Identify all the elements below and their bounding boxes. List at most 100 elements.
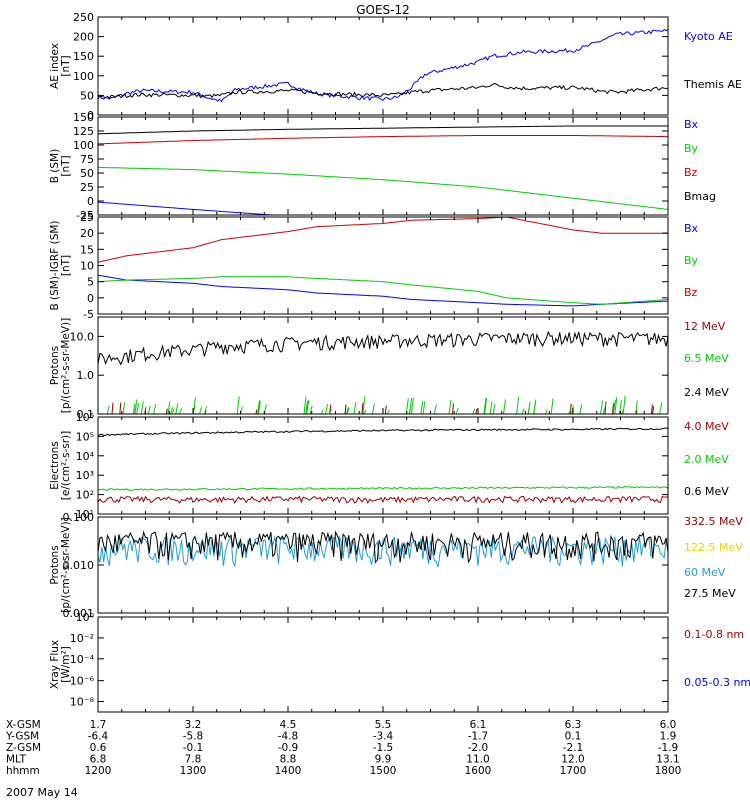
legend-27-5-mev: 27.5 MeV: [684, 587, 736, 600]
series-by: [98, 276, 668, 305]
footer-row-label: MLT: [6, 754, 26, 766]
ytick-label: 10⁻⁶: [70, 675, 95, 688]
panel-6-frame: [97, 516, 669, 614]
footer-value: 6.1: [470, 719, 487, 731]
footer-value: 6.8: [90, 754, 107, 766]
panel-5-frame: [97, 416, 669, 515]
ylabel-line-1: Electrons: [49, 441, 61, 490]
plot-title: GOES-12: [356, 3, 410, 17]
ylabel-line-2: [W/m²]: [60, 646, 72, 683]
footer-value: 1.7: [90, 719, 107, 731]
footer-value: -2.0: [468, 742, 489, 754]
ytick-label: 10.0: [70, 330, 95, 343]
ytick-label: 10²: [76, 489, 94, 502]
series-themis-ae: [98, 82, 668, 99]
ylabel-line-2: [e/(cm²-s-sr)]: [60, 431, 72, 500]
legend-bmag: Bmag: [684, 190, 716, 203]
legend-0-05-0-3-nm: 0.05-0.3 nm: [684, 676, 750, 689]
ytick-label: 0: [87, 109, 94, 122]
series-bmag: [98, 125, 668, 135]
footer-value: -1.5: [373, 742, 394, 754]
footer-value: 1200: [85, 765, 112, 777]
footer-value: -2.1: [563, 742, 584, 754]
ylabel-line-2: [nT]: [60, 55, 72, 76]
ytick-label: 250: [73, 11, 94, 24]
ylabel-line-1: B (SM): [49, 149, 61, 183]
ytick-label: 0: [87, 292, 94, 305]
footer-value: 7.8: [185, 754, 202, 766]
panel-1-series: [98, 28, 668, 103]
ytick-label: 0.100: [63, 511, 95, 524]
ytick-label: 10⁶: [76, 411, 95, 424]
ytick-label: 0.001: [63, 607, 95, 620]
ytick-label: 10: [80, 260, 94, 273]
date-label: 2007 May 14: [6, 786, 78, 799]
footer-value: -1.7: [468, 731, 489, 743]
legend-6-5-mev: 6.5 MeV: [684, 352, 729, 365]
panel-4-series: [98, 330, 668, 414]
ylabel-line-1: B (SM)-IGRF (SM): [49, 220, 61, 310]
panel-5: 4.0 MeV 2.0 MeV 0.6 MeV 10¹ 10² 10³ 10⁴ 10⁵ 10⁶ E…: [49, 411, 729, 521]
panel-6-series: [98, 530, 668, 568]
series-2-0-mev: [98, 485, 668, 491]
ytick-label: 50: [80, 167, 94, 180]
series-0-6-mev: [98, 427, 668, 437]
ylabel-line-2: [p/(cm²-s-sr-MeV)]: [60, 318, 72, 413]
footer-value: 1700: [560, 765, 587, 777]
legend-bx: Bx: [684, 118, 699, 131]
panel-1: Kyoto AE Themis AE 0 50 100 150 200 250 AE index…: [49, 11, 742, 122]
panel-2-series: [98, 125, 668, 215]
legend-themis-ae: Themis AE: [683, 78, 742, 91]
ytick-label: 150: [73, 50, 94, 63]
ytick-label: 10⁴: [76, 450, 95, 463]
footer-value: 1600: [465, 765, 492, 777]
series-2-4-mev: [98, 330, 668, 366]
ytick-label: 15: [80, 243, 94, 256]
footer-value: 1.9: [660, 731, 677, 743]
footer-value: 11.0: [466, 754, 489, 766]
panel-7-frame: [97, 616, 669, 713]
footer-value: 13.1: [656, 754, 679, 766]
legend-kyoto-ae: Kyoto AE: [684, 30, 733, 43]
ylabel-line-1: Protons: [49, 545, 61, 584]
ylabel-line-2: [p/(cm²-s-sr-MeV)]: [60, 517, 72, 612]
legend-2-0-mev: 2.0 MeV: [684, 453, 729, 466]
ytick-label: 10⁻⁴: [70, 653, 95, 666]
footer-value: 0.1: [565, 731, 582, 743]
footer-value: -3.4: [373, 731, 394, 743]
footer-value: 0.6: [90, 742, 107, 754]
series-bx: [98, 274, 668, 307]
ytick-label: 10⁻⁸: [70, 696, 95, 709]
panel-5-series: [98, 427, 668, 505]
legend-122-5-mev: 122.5 MeV: [684, 541, 743, 554]
panel-7: 0.1-0.8 nm 0.05-0.3 nm 10⁻⁸ 10⁻⁶ 10⁻⁴ 10⁻² 10⁰…: [49, 611, 750, 713]
footer-value: 3.2: [185, 719, 202, 731]
ylabel-line-2: [nT]: [60, 155, 72, 176]
ytick-label: 10⁰: [76, 611, 95, 624]
ytick-label: -5: [83, 308, 94, 321]
panel-3: Bx By Bz -5 0 5 10 15 20 25 B (SM)-IGRF (SM) [nT]: [49, 211, 699, 321]
footer-row-label: hhmm: [6, 765, 40, 777]
footer-value: 8.8: [280, 754, 297, 766]
ytick-label: 0.1: [77, 408, 95, 421]
footer-value: 1400: [275, 765, 302, 777]
legend-by: By: [684, 142, 699, 155]
legend-4-0-mev: 4.0 MeV: [684, 420, 729, 433]
footer-value: 4.5: [280, 719, 297, 731]
ytick-label: 0.010: [63, 559, 95, 572]
footer-value: 5.5: [375, 719, 392, 731]
series-4-0-mev: [98, 495, 668, 505]
ytick-label: 25: [80, 181, 94, 194]
legend-2-4-mev: 2.4 MeV: [684, 386, 729, 399]
legend-332-5-mev: 332.5 MeV: [684, 515, 743, 528]
footer-row-label: X-GSM: [6, 719, 41, 731]
footer-value: 1300: [180, 765, 207, 777]
ytick-label: 50: [80, 89, 94, 102]
legend-bx: Bx: [684, 222, 699, 235]
series-kyoto-ae: [98, 28, 668, 103]
footer-value: 12.0: [561, 754, 584, 766]
ytick-label: 100: [73, 70, 94, 83]
